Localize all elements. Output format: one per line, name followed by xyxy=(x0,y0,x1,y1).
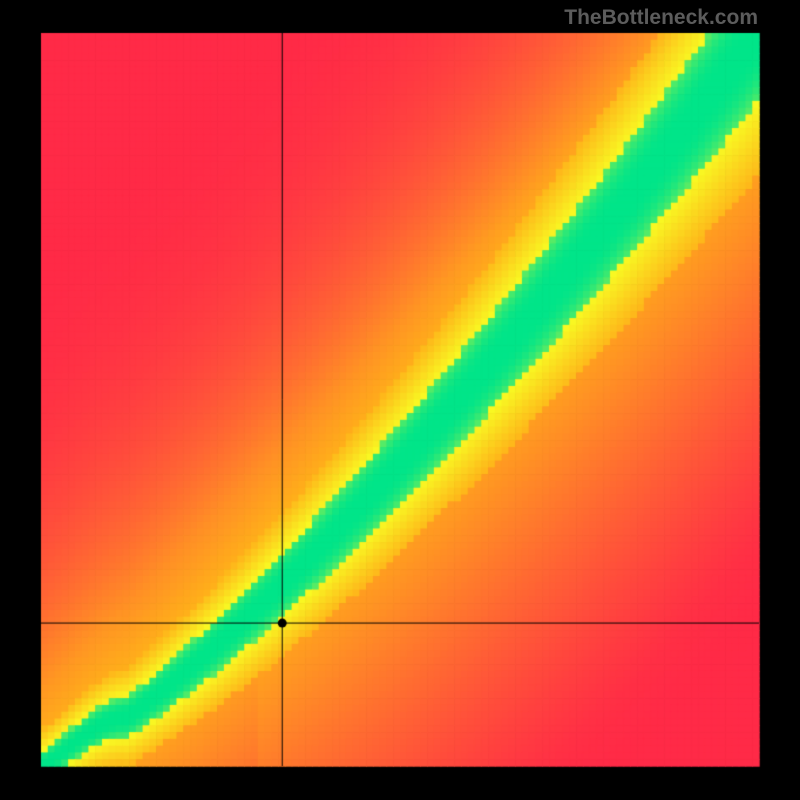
watermark-text: TheBottleneck.com xyxy=(564,6,758,30)
chart-container: TheBottleneck.com xyxy=(0,0,800,800)
heatmap-canvas xyxy=(0,0,800,800)
